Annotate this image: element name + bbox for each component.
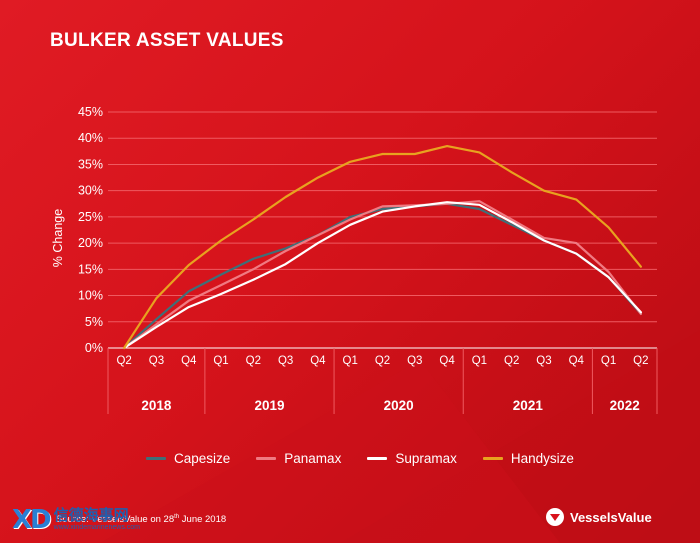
y-tick-label: 40% <box>78 131 103 145</box>
x-tick-label: Q4 <box>569 355 585 367</box>
legend-swatch-capesize <box>146 457 166 460</box>
x-tick-label: Q4 <box>439 355 455 367</box>
vesselsvalue-icon <box>546 508 564 526</box>
year-label: 2020 <box>384 398 414 413</box>
y-tick-label: 0% <box>85 341 103 355</box>
x-tick-label: Q2 <box>246 355 261 367</box>
source-sup: th <box>174 514 180 520</box>
legend-swatch-supramax <box>367 457 388 460</box>
y-tick-label: 25% <box>78 210 103 224</box>
year-label: 2022 <box>610 398 640 413</box>
x-tick-label: Q2 <box>504 355 519 367</box>
y-tick-label: 35% <box>78 157 103 171</box>
series-line-supramax <box>122 201 643 350</box>
watermark-cn: 信德海事网 <box>53 506 129 525</box>
x-tick-label: Q1 <box>343 355 358 367</box>
series-line-panamax <box>122 200 643 350</box>
legend-item-panamax: Panamax <box>256 451 341 466</box>
x-tick-label: Q2 <box>633 355 648 367</box>
y-axis-label: % Change <box>51 209 65 267</box>
watermark-url: www.xindemarinenews.com <box>53 524 141 532</box>
watermark-text: 信德海事网 www.xindemarinenews.com <box>53 506 141 532</box>
brand-name: VesselsValue <box>570 509 652 525</box>
y-tick-label: 10% <box>78 289 103 303</box>
year-label: 2018 <box>141 398 172 413</box>
y-tick-label: 15% <box>78 262 103 276</box>
legend-item-capesize: Capesize <box>146 451 230 466</box>
legend-label-supramax: Supramax <box>395 451 457 466</box>
y-tick-label: 20% <box>78 236 103 250</box>
x-tick-label: Q1 <box>213 355 228 367</box>
legend-label-panamax: Panamax <box>284 451 342 466</box>
source-text: Source: VesselsValue on 28 <box>56 514 175 526</box>
series-line-handysize <box>122 145 643 350</box>
legend-swatch-handysize <box>482 457 503 460</box>
x-tick-label: Q3 <box>149 355 164 367</box>
y-tick-label: 30% <box>78 184 103 198</box>
year-label: 2021 <box>513 398 544 413</box>
legend-label-capesize: Capesize <box>174 451 231 466</box>
legend-item-supramax: Supramax <box>367 451 457 466</box>
x-tick-label: Q3 <box>407 355 422 367</box>
x-tick-label: Q1 <box>472 355 487 367</box>
source-note: Source: VesselsValue on 28th June 2018 <box>56 514 226 525</box>
y-tick-label: 45% <box>78 105 103 119</box>
source-date: June 2018 <box>179 514 227 526</box>
x-tick-label: Q4 <box>181 355 197 367</box>
x-tick-label: Q3 <box>536 355 551 367</box>
legend: Capesize Panamax Supramax Handysize <box>146 451 574 466</box>
watermark: XD 信德海事网 www.xindemarinenews.com <box>12 505 140 535</box>
year-label: 2019 <box>254 398 284 413</box>
legend-item-handysize: Handysize <box>482 451 574 466</box>
legend-swatch-panamax <box>256 457 277 460</box>
x-tick-label: Q3 <box>278 355 293 367</box>
x-tick-label: Q1 <box>601 355 616 367</box>
x-tick-label: Q2 <box>375 355 390 367</box>
x-tick-label: Q4 <box>310 355 326 367</box>
x-tick-label: Q2 <box>116 355 131 367</box>
chart-title: BULKER ASSET VALUES <box>50 30 284 51</box>
watermark-logo: XD <box>12 505 52 535</box>
legend-label-handysize: Handysize <box>510 451 574 466</box>
series-line-capesize <box>122 202 643 350</box>
y-tick-label: 5% <box>85 315 103 329</box>
brand-logo: VesselsValue <box>546 508 652 526</box>
